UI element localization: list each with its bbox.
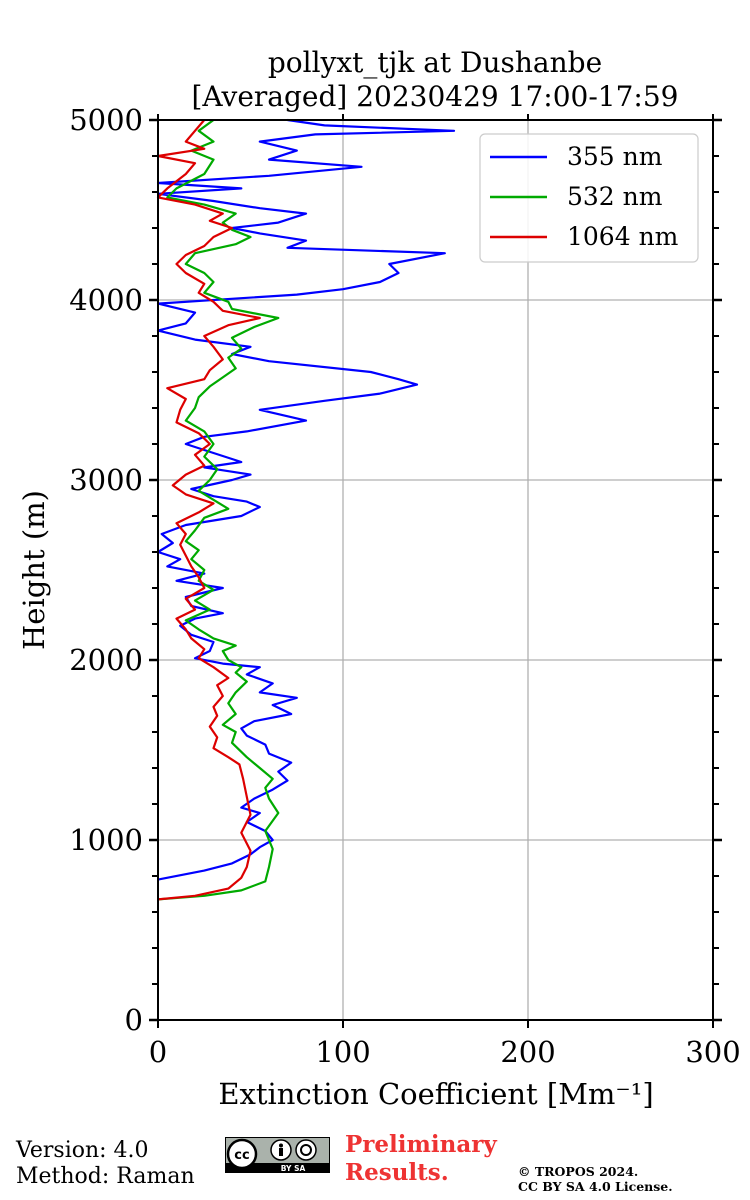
cc-badge-text: BY SA [281,1164,306,1173]
copyright: © TROPOS 2024. CC BY SA 4.0 License. [518,1164,673,1194]
x-tick-label: 200 [500,1035,555,1069]
chart-title: pollyxt_tjk at Dushanbe [268,46,602,79]
version-text: Version: 4.0 [16,1138,149,1163]
method-text: Method: Raman [16,1164,195,1189]
legend-label: 532 nm [567,182,663,211]
chart-subtitle: [Averaged] 20230429 17:00-17:59 [192,80,679,113]
series-line-355-nm [156,118,456,881]
y-tick-label: 0 [125,1003,143,1037]
x-tick-label: 100 [315,1035,370,1069]
x-axis-label: Extinction Coefficient [Mm⁻¹] [218,1077,653,1111]
x-tick-label: 0 [149,1035,167,1069]
preliminary-line1: Preliminary [345,1131,497,1158]
preliminary-notice: Preliminary Results. [345,1131,497,1187]
legend-label: 1064 nm [567,222,679,251]
series-line-1064-nm [156,119,261,901]
series-line-532-nm [157,119,280,901]
y-tick-label: 4000 [69,283,143,317]
footer-info: Version: 4.0 Method: Raman [16,1138,195,1190]
svg-text:cc: cc [234,1148,249,1163]
y-tick-label: 5000 [69,103,143,137]
copyright-line1: © TROPOS 2024. [518,1164,639,1179]
y-tick-label: 2000 [69,643,143,677]
y-axis-label: Height (m) [17,490,51,650]
axes-frame [157,119,714,1021]
plot-area [156,118,456,901]
legend: 355 nm 532 nm 1064 nm [479,133,699,263]
grid [158,120,713,1020]
x-tick-label: 300 [685,1035,740,1069]
y-tick-label: 1000 [69,823,143,857]
preliminary-line2: Results. [345,1159,449,1186]
legend-box [479,133,699,263]
cc-by-sa-icon: cc BY SA [225,1137,330,1173]
copyright-line2: CC BY SA 4.0 License. [518,1179,673,1194]
y-tick-label: 3000 [69,463,143,497]
legend-label: 355 nm [567,142,663,171]
